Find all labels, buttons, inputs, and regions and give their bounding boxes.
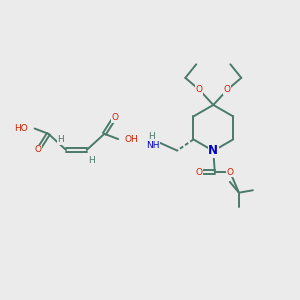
Text: O: O bbox=[196, 168, 203, 177]
Text: O: O bbox=[111, 113, 118, 122]
Text: H: H bbox=[148, 132, 155, 141]
Text: N: N bbox=[208, 144, 218, 158]
Text: H: H bbox=[57, 135, 64, 144]
Text: H: H bbox=[88, 156, 95, 165]
Text: NH: NH bbox=[146, 141, 160, 150]
Text: OH: OH bbox=[125, 135, 138, 144]
Text: O: O bbox=[196, 85, 203, 94]
Text: O: O bbox=[34, 146, 42, 154]
Text: HO: HO bbox=[14, 124, 28, 133]
Text: O: O bbox=[224, 85, 231, 94]
Text: O: O bbox=[226, 168, 234, 177]
